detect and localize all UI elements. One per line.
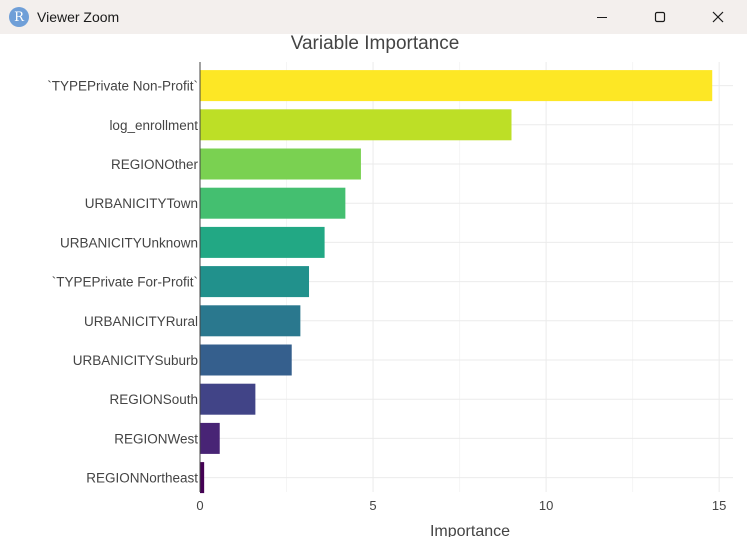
bar — [200, 383, 256, 415]
bar — [200, 344, 292, 376]
y-tick-label: REGIONNortheast — [86, 471, 198, 486]
y-tick-label: URBANICITYTown — [85, 196, 198, 211]
r-app-icon: R — [9, 7, 29, 27]
bar — [200, 148, 361, 180]
maximize-icon — [654, 11, 666, 23]
bar — [200, 226, 325, 258]
window-controls — [573, 0, 747, 34]
chart-title: Variable Importance — [291, 34, 460, 54]
y-tick-label: URBANICITYRural — [84, 314, 198, 329]
bar — [200, 422, 220, 454]
minimize-button[interactable] — [573, 0, 631, 34]
bar — [200, 305, 301, 337]
close-icon — [712, 11, 724, 23]
bar — [200, 109, 512, 141]
y-tick-labels: `TYPEPrivate Non-Profit` log_enrollment RE… — [47, 79, 198, 486]
y-tick-label: URBANICITYUnknown — [60, 235, 198, 250]
y-tick-label: `TYPEPrivate For-Profit` — [52, 275, 198, 290]
x-tick-label: 15 — [712, 498, 726, 513]
close-button[interactable] — [689, 0, 747, 34]
minimize-icon — [597, 17, 607, 18]
x-axis-title: Importance — [430, 523, 510, 537]
maximize-button[interactable] — [631, 0, 689, 34]
x-tick-label: 0 — [196, 498, 203, 513]
y-tick-label: REGIONOther — [111, 157, 199, 172]
x-tick-label: 10 — [539, 498, 553, 513]
x-tick-labels: 0 5 10 15 — [196, 498, 726, 513]
y-tick-label: URBANICITYSuburb — [73, 353, 198, 368]
y-tick-label: REGIONSouth — [109, 392, 198, 407]
bar — [200, 266, 310, 298]
window-titlebar: R Viewer Zoom — [0, 0, 747, 34]
bar — [200, 187, 346, 219]
bar — [200, 462, 205, 494]
window-title: Viewer Zoom — [37, 9, 120, 25]
bar — [200, 70, 713, 102]
y-tick-label: `TYPEPrivate Non-Profit` — [47, 79, 198, 94]
x-tick-label: 5 — [369, 498, 376, 513]
y-tick-label: log_enrollment — [109, 118, 198, 133]
variable-importance-chart: Variable Importance `TYPEPrivate Non-Pro… — [47, 33, 733, 540]
y-tick-label: REGIONWest — [114, 431, 198, 446]
bars — [200, 70, 713, 494]
plot-viewer: Variable Importance `TYPEPrivate Non-Pro… — [0, 33, 747, 540]
